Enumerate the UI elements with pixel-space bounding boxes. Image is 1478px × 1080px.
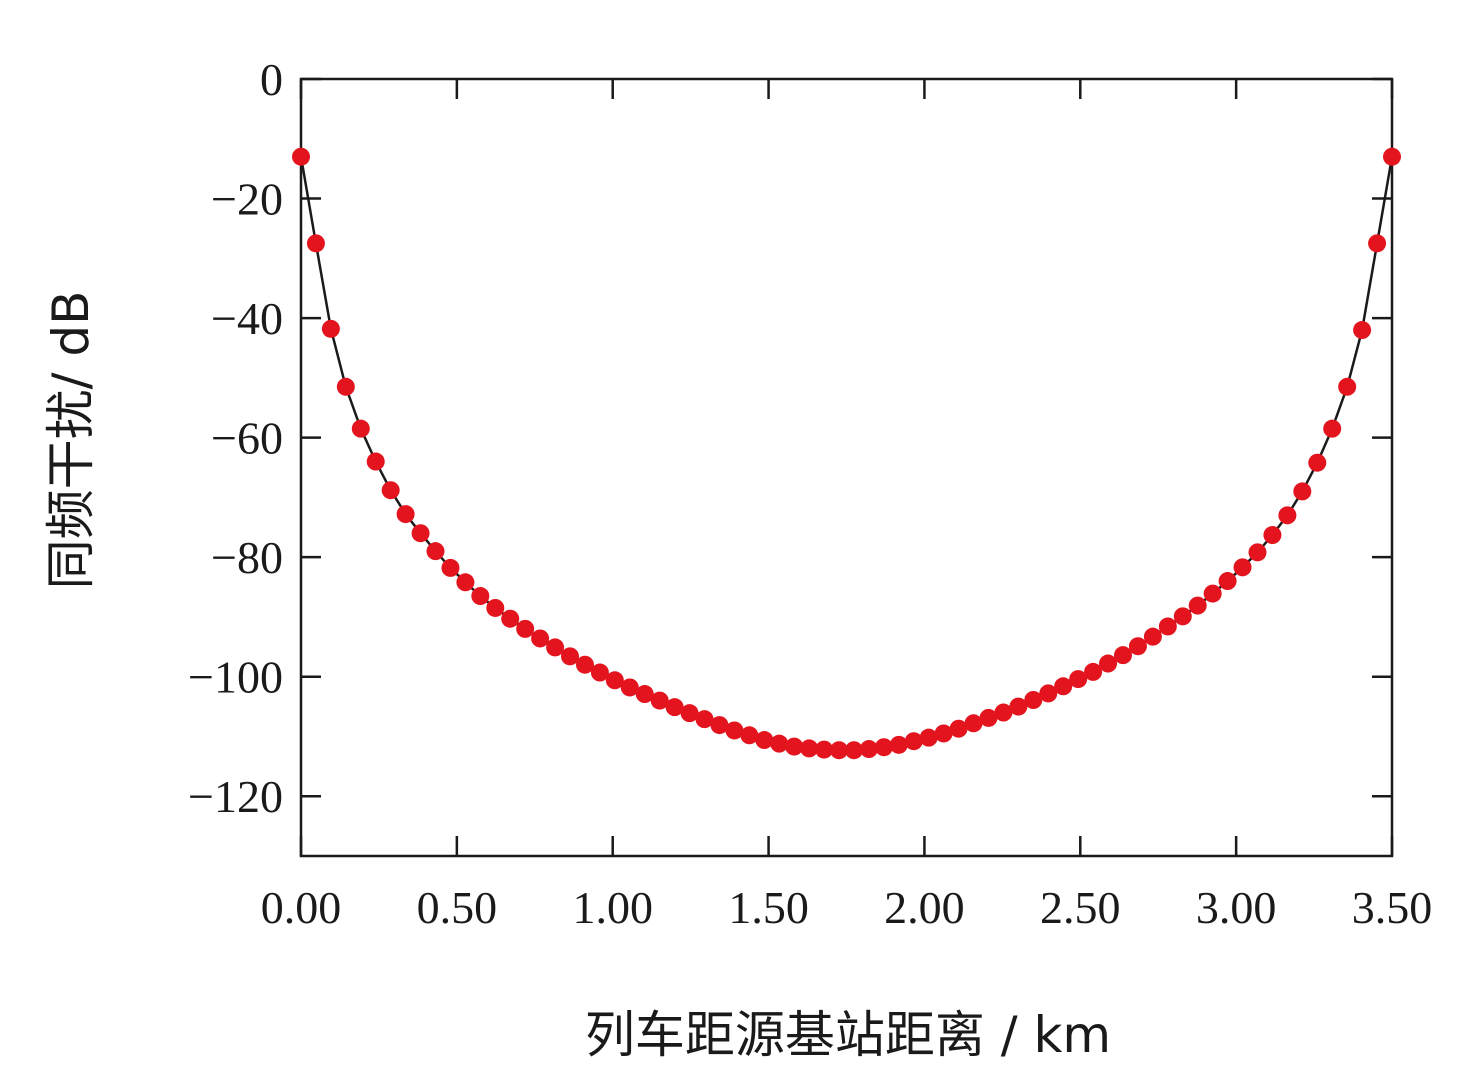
- data-point: [306, 234, 325, 253]
- data-point: [1263, 526, 1282, 545]
- data-point: [1069, 670, 1088, 689]
- data-point: [516, 619, 535, 638]
- data-point: [1009, 697, 1028, 716]
- data-point: [1203, 584, 1222, 603]
- data-point: [620, 678, 639, 697]
- y-tick-label: −80: [211, 532, 283, 583]
- data-point: [1383, 147, 1401, 166]
- data-point: [919, 728, 938, 747]
- ticks: [299, 77, 1394, 856]
- data-point: [381, 481, 400, 500]
- data-point: [1158, 617, 1177, 636]
- data-point: [904, 732, 923, 751]
- data-point: [1084, 662, 1103, 681]
- data-point: [725, 721, 744, 740]
- data-point: [1278, 506, 1297, 525]
- data-point: [1128, 637, 1147, 656]
- data-point: [1293, 482, 1312, 501]
- data-point: [441, 558, 460, 577]
- data-point: [650, 691, 669, 710]
- data-point: [695, 710, 714, 729]
- data-point: [964, 714, 983, 733]
- data-point: [426, 542, 445, 561]
- data-point: [1323, 419, 1342, 438]
- data-point: [1173, 607, 1192, 626]
- y-tick-label: −100: [188, 652, 283, 703]
- data-point: [1353, 321, 1372, 340]
- data-point: [1233, 558, 1252, 577]
- y-tick-label: −20: [211, 174, 283, 225]
- data-point: [456, 573, 475, 592]
- y-tick-label: −120: [188, 771, 283, 822]
- data-point: [949, 719, 968, 738]
- series: [292, 147, 1401, 760]
- data-point: [785, 737, 804, 756]
- data-point: [770, 734, 789, 753]
- data-point: [501, 609, 520, 628]
- data-point: [710, 716, 729, 735]
- data-point: [1143, 627, 1162, 646]
- data-point: [531, 629, 550, 648]
- data-point: [800, 739, 819, 758]
- data-point: [590, 663, 609, 682]
- data-point: [1099, 654, 1118, 673]
- data-point: [471, 587, 490, 606]
- data-point: [1308, 453, 1327, 472]
- data-point: [561, 647, 580, 666]
- data-point: [351, 419, 370, 438]
- data-point: [740, 726, 759, 745]
- data-point: [830, 741, 849, 760]
- y-axis-title: 同频干扰/ dB: [42, 291, 100, 590]
- axes: [299, 77, 1394, 858]
- data-point: [1338, 377, 1357, 396]
- data-point: [979, 708, 998, 727]
- data-point: [1054, 677, 1073, 696]
- data-point: [859, 740, 878, 759]
- data-point: [396, 505, 415, 524]
- x-axis-title: 列车距源基站距离 / km: [585, 1006, 1111, 1064]
- x-tick-label: 1.00: [572, 882, 653, 933]
- data-point: [665, 698, 684, 717]
- data-point: [1113, 646, 1132, 665]
- data-point: [874, 738, 893, 757]
- x-tick-label: 2.00: [884, 882, 965, 933]
- y-tick-label: 0: [260, 54, 283, 105]
- x-tick-label: 3.00: [1196, 882, 1277, 933]
- data-point: [486, 598, 505, 617]
- x-tick-label: 0.00: [261, 882, 342, 933]
- data-point: [889, 735, 908, 754]
- data-point: [321, 319, 340, 338]
- data-point: [575, 655, 594, 674]
- data-point: [635, 685, 654, 704]
- data-point: [844, 741, 863, 760]
- data-point: [1248, 543, 1267, 562]
- series-line: [299, 156, 1394, 752]
- y-tick-label: −40: [211, 293, 283, 344]
- data-point: [934, 724, 953, 743]
- x-tick-label: 2.50: [1040, 882, 1121, 933]
- data-point: [336, 377, 355, 396]
- data-point: [1368, 234, 1387, 253]
- data-point: [546, 638, 565, 657]
- x-tick-label: 1.50: [728, 882, 809, 933]
- data-point: [994, 703, 1013, 722]
- data-point: [680, 704, 699, 723]
- data-point: [605, 671, 624, 690]
- x-tick-label: 3.50: [1352, 882, 1433, 933]
- y-tick-label: −60: [211, 413, 283, 464]
- data-point: [1039, 684, 1058, 703]
- data-point: [1188, 596, 1207, 615]
- data-point: [366, 452, 385, 471]
- data-point: [755, 731, 774, 750]
- x-tick-label: 0.50: [417, 882, 498, 933]
- data-point: [815, 740, 834, 759]
- tick-labels: 0.00 0.50 1.00 1.50 2.00 2.50 3.00 3.50 0 −20 −40 −…: [188, 54, 1432, 933]
- data-point: [411, 524, 430, 543]
- data-point: [1218, 572, 1237, 591]
- plot-frame: [299, 77, 1394, 858]
- data-point: [1024, 691, 1043, 710]
- data-point: [292, 147, 310, 166]
